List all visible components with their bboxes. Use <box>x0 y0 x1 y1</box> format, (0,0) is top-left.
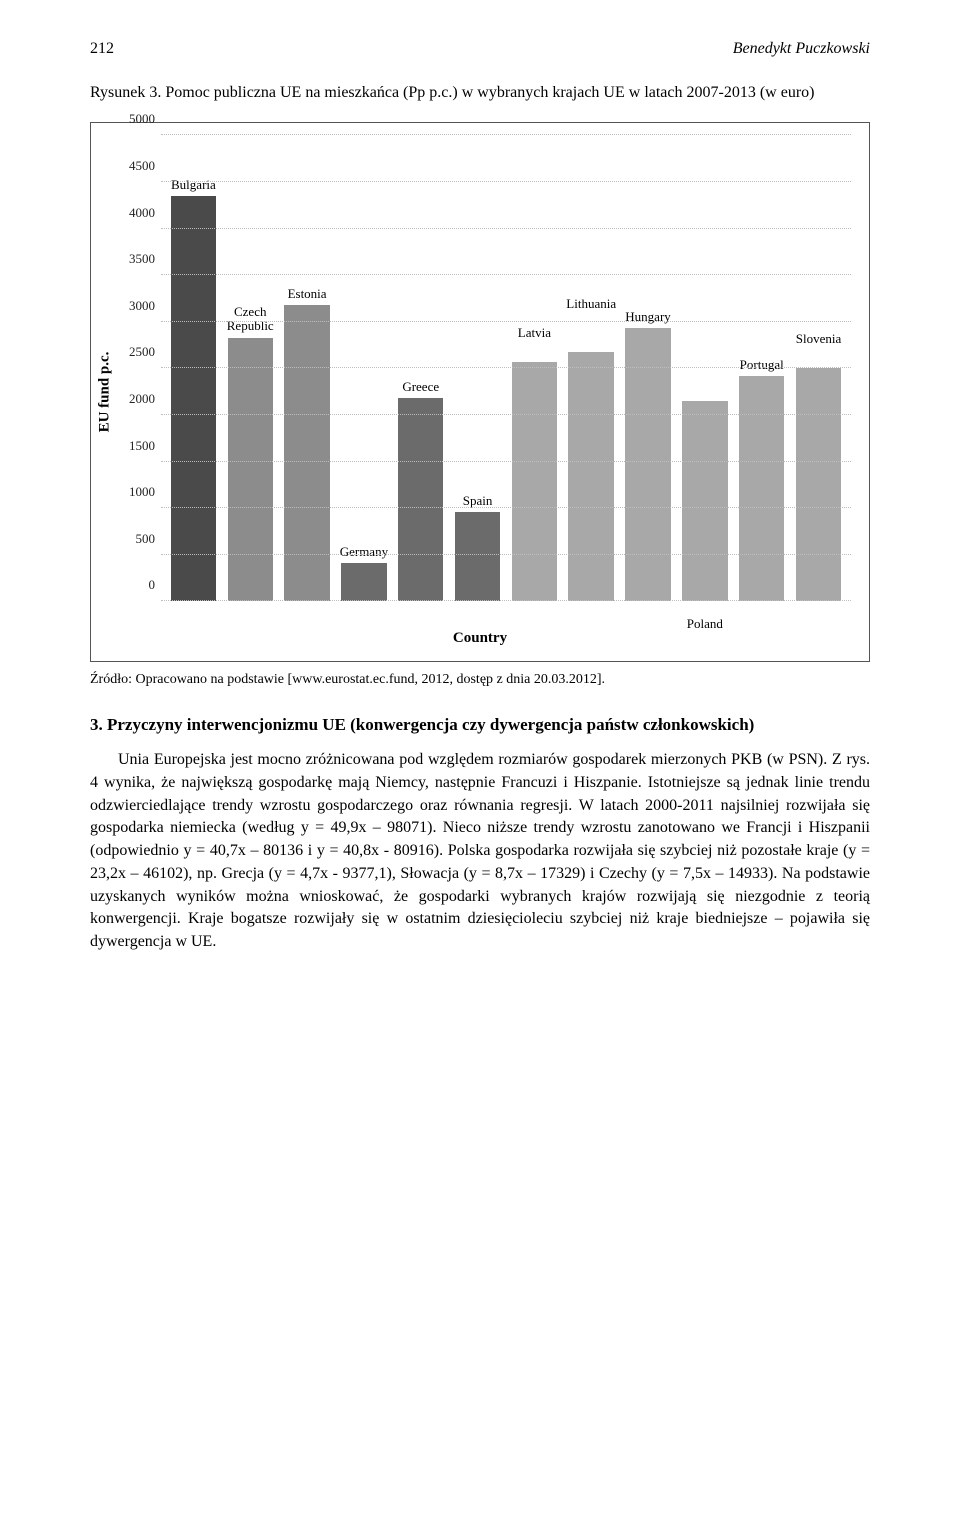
bar-chart: EU fund p.c. BulgariaCzech RepublicEston… <box>90 122 870 662</box>
y-tick-label: 1500 <box>107 438 155 454</box>
running-head: Benedykt Puczkowski <box>733 40 870 58</box>
bar-slot: Latvia <box>506 135 563 601</box>
bar-label: Estonia <box>280 287 335 301</box>
bar-slot: Estonia <box>279 135 336 601</box>
bar-slot: Portugal <box>733 135 790 601</box>
y-tick-label: 3500 <box>107 251 155 267</box>
bar-slot: Germany <box>335 135 392 601</box>
bar: Poland <box>682 401 727 601</box>
gridline <box>161 507 851 508</box>
bar: Slovenia <box>796 368 841 601</box>
gridline <box>161 554 851 555</box>
bar-slot: Spain <box>449 135 506 601</box>
bar-label: Germany <box>337 545 392 559</box>
y-tick-label: 0 <box>107 577 155 593</box>
plot-area: BulgariaCzech RepublicEstoniaGermanyGree… <box>161 135 851 601</box>
bar-label: Spain <box>450 494 505 508</box>
page-header: 212 Benedykt Puczkowski <box>90 40 870 58</box>
bar: Latvia <box>512 362 557 602</box>
bar: Bulgaria <box>171 196 216 601</box>
bar-slot: Greece <box>392 135 449 601</box>
bar-slot: Czech Republic <box>222 135 279 601</box>
bar-slot: Bulgaria <box>165 135 222 601</box>
bar-slot: Lithuania <box>563 135 620 601</box>
bar: Spain <box>455 512 500 601</box>
gridline <box>161 228 851 229</box>
y-tick-label: 2500 <box>107 344 155 360</box>
y-tick-label: 500 <box>107 531 155 547</box>
y-tick-label: 5000 <box>107 111 155 127</box>
bar-label: Greece <box>393 380 448 394</box>
figure-source: Źródło: Opracowano na podstawie [www.eur… <box>90 672 870 688</box>
gridline <box>161 134 851 135</box>
section-paragraph: Unia Europejska jest mocno zróżnicowana … <box>90 749 870 953</box>
bar-label: Poland <box>678 617 733 631</box>
bar: Greece <box>398 398 443 601</box>
y-tick-label: 4000 <box>107 205 155 221</box>
page-number: 212 <box>90 40 114 58</box>
gridline <box>161 321 851 322</box>
bar-label: Lithuania <box>564 297 619 311</box>
gridline <box>161 181 851 182</box>
bar: Czech Republic <box>228 338 273 602</box>
figure-caption: Rysunek 3. Pomoc publiczna UE na mieszka… <box>90 82 870 104</box>
bar: Estonia <box>284 305 329 601</box>
bar-label: Portugal <box>734 358 789 372</box>
bar-label: Hungary <box>621 310 676 324</box>
gridline <box>161 414 851 415</box>
section-heading: 3. Przyczyny interwencjonizmu UE (konwer… <box>90 714 870 737</box>
gridline <box>161 274 851 275</box>
bars-row: BulgariaCzech RepublicEstoniaGermanyGree… <box>161 135 851 601</box>
bar-label: Bulgaria <box>166 178 221 192</box>
bar-slot: Poland <box>676 135 733 601</box>
bar-label: Latvia <box>507 326 562 340</box>
bar-slot: Hungary <box>620 135 677 601</box>
body-text: Unia Europejska jest mocno zróżnicowana … <box>90 749 870 953</box>
y-tick-label: 2000 <box>107 391 155 407</box>
bar: Germany <box>341 563 386 601</box>
gridline <box>161 461 851 462</box>
bar-slot: Slovenia <box>790 135 847 601</box>
bar: Hungary <box>625 328 670 601</box>
gridline <box>161 600 851 601</box>
bar: Lithuania <box>568 352 613 602</box>
y-tick-label: 3000 <box>107 298 155 314</box>
chart-container: EU fund p.c. BulgariaCzech RepublicEston… <box>90 122 870 662</box>
y-tick-label: 1000 <box>107 484 155 500</box>
gridline <box>161 367 851 368</box>
bar-label: Slovenia <box>791 332 846 346</box>
y-tick-label: 4500 <box>107 158 155 174</box>
x-axis-title: Country <box>91 630 869 647</box>
bar: Portugal <box>739 376 784 602</box>
bar-label: Czech Republic <box>223 305 278 334</box>
